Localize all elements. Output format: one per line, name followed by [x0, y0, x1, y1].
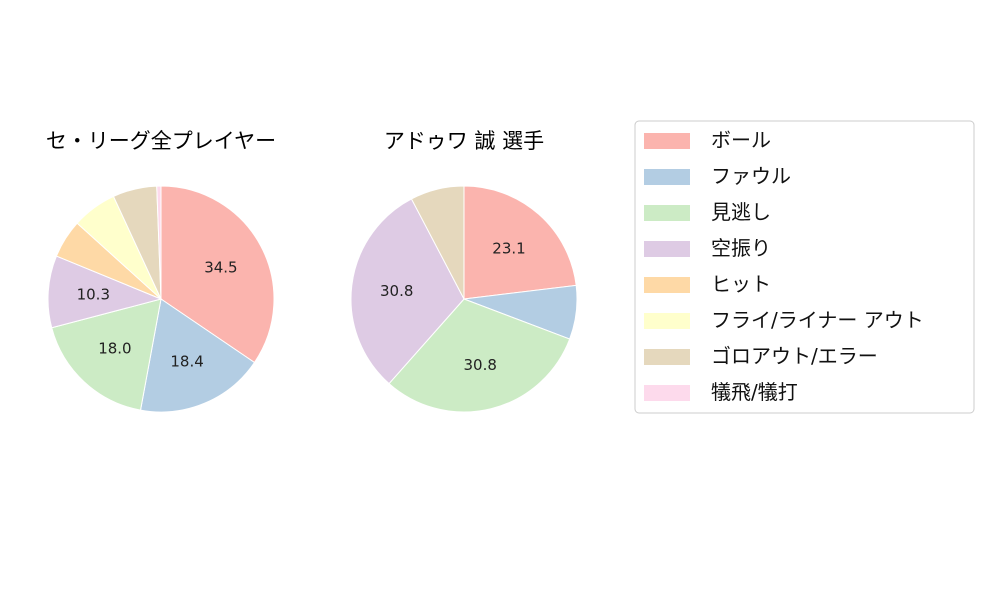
pie-slice: [47, 255, 163, 329]
legend-item: ファウル: [644, 164, 791, 188]
pie-slice: [156, 185, 162, 300]
legend-label: ヒット: [711, 272, 771, 296]
pie-slice: [51, 298, 162, 411]
legend-item: ボール: [644, 128, 771, 152]
legend-swatch: [644, 385, 690, 401]
slice-label: 18.0: [98, 340, 131, 358]
pie-chart-2: アドゥワ 誠 選手 23.1 30.8 30.8: [350, 129, 578, 413]
legend-item: ゴロアウト/エラー: [644, 344, 878, 368]
legend-item: 空振り: [644, 236, 771, 260]
slice-label: 30.8: [463, 356, 496, 374]
pie-slice: [410, 185, 465, 300]
legend-item: 犠飛/犠打: [644, 380, 798, 404]
slice-label: 30.8: [380, 282, 413, 300]
legend-swatch: [644, 205, 690, 221]
legend-item: フライ/ライナー アウト: [644, 308, 924, 332]
legend-label: 空振り: [711, 236, 771, 260]
slice-label: 18.4: [170, 353, 203, 371]
slice-label: 23.1: [492, 239, 525, 257]
pie-chart-1: セ・リーグ全プレイヤー 34.5 18.4 18.0 10.3: [46, 129, 276, 413]
pie-slice: [388, 298, 571, 413]
legend-label: ゴロアウト/エラー: [711, 344, 878, 368]
legend-item: 見逃し: [644, 200, 771, 224]
legend-swatch: [644, 277, 690, 293]
pie-slice: [463, 185, 577, 300]
legend-swatch: [644, 313, 690, 329]
slice-label: 34.5: [204, 258, 237, 276]
legend-item: ヒット: [644, 272, 771, 296]
legend-label: 見逃し: [711, 200, 771, 224]
pie-title: セ・リーグ全プレイヤー: [46, 129, 276, 153]
legend-swatch: [644, 133, 690, 149]
pie-slice: [350, 198, 465, 385]
pie-slice: [160, 185, 275, 364]
legend-swatch: [644, 169, 690, 185]
legend-swatch: [644, 241, 690, 257]
pie-slice: [139, 298, 256, 413]
legend-label: 犠飛/犠打: [711, 380, 798, 404]
legend-box: [634, 120, 975, 414]
slice-label: 10.3: [77, 286, 110, 304]
pie-title: アドゥワ 誠 選手: [384, 129, 544, 153]
legend-label: ファウル: [711, 164, 791, 188]
legend-swatch: [644, 349, 690, 365]
legend-label: ボール: [711, 128, 771, 152]
legend-label: フライ/ライナー アウト: [711, 308, 924, 332]
